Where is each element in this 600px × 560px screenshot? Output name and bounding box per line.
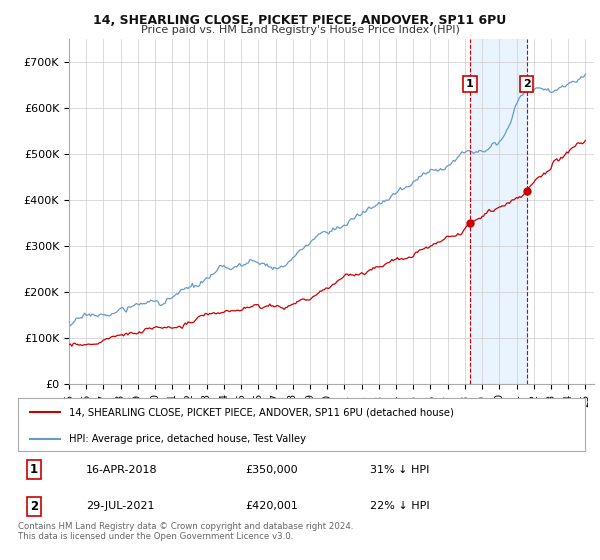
Text: Price paid vs. HM Land Registry's House Price Index (HPI): Price paid vs. HM Land Registry's House … (140, 25, 460, 35)
Text: 16-APR-2018: 16-APR-2018 (86, 465, 158, 475)
Text: 14, SHEARLING CLOSE, PICKET PIECE, ANDOVER, SP11 6PU: 14, SHEARLING CLOSE, PICKET PIECE, ANDOV… (94, 14, 506, 27)
Text: Contains HM Land Registry data © Crown copyright and database right 2024.
This d: Contains HM Land Registry data © Crown c… (18, 522, 353, 542)
Text: 2: 2 (523, 79, 530, 89)
Text: 2: 2 (30, 500, 38, 513)
Bar (470, 39, 527, 384)
Text: 1: 1 (466, 79, 474, 89)
Text: HPI: Average price, detached house, Test Valley: HPI: Average price, detached house, Test… (69, 434, 306, 444)
Text: 29-JUL-2021: 29-JUL-2021 (86, 501, 155, 511)
Text: 31% ↓ HPI: 31% ↓ HPI (370, 465, 429, 475)
Text: 22% ↓ HPI: 22% ↓ HPI (370, 501, 429, 511)
Text: £350,000: £350,000 (245, 465, 298, 475)
Text: £420,001: £420,001 (245, 501, 298, 511)
Text: 14, SHEARLING CLOSE, PICKET PIECE, ANDOVER, SP11 6PU (detached house): 14, SHEARLING CLOSE, PICKET PIECE, ANDOV… (69, 408, 454, 418)
Text: 1: 1 (30, 463, 38, 476)
